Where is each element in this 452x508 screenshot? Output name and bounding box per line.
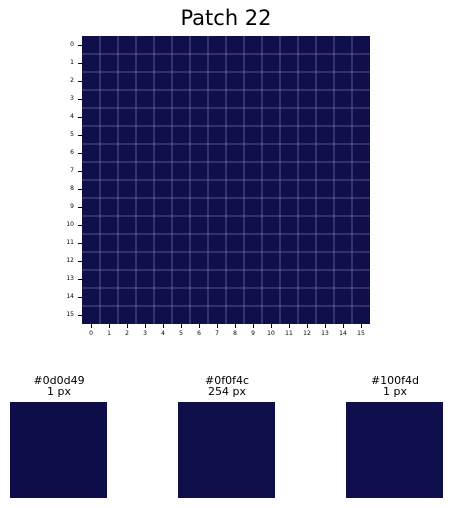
x-tick-label: 7 bbox=[215, 330, 219, 337]
y-tick-label: 3 bbox=[70, 95, 74, 102]
x-tick-mark bbox=[162, 324, 164, 328]
swatch-hex-label: #0f0f4c bbox=[204, 374, 249, 387]
y-tick-mark bbox=[78, 206, 82, 208]
swatch-group-1: #0d0d49 1 px bbox=[10, 375, 108, 498]
y-tick-label: 9 bbox=[70, 203, 74, 210]
x-tick-mark bbox=[198, 324, 200, 328]
x-tick-mark bbox=[180, 324, 182, 328]
y-tick-label: 0 bbox=[70, 41, 74, 48]
patch-heatmap bbox=[82, 36, 370, 324]
x-tick-mark bbox=[324, 324, 326, 328]
y-tick-mark bbox=[78, 62, 82, 64]
y-tick-label: 2 bbox=[70, 77, 74, 84]
x-tick-mark bbox=[252, 324, 254, 328]
y-tick-label: 1 bbox=[70, 59, 74, 66]
y-tick-label: 8 bbox=[70, 185, 74, 192]
y-tick-label: 6 bbox=[70, 149, 74, 156]
x-tick-mark bbox=[360, 324, 362, 328]
y-tick-label: 4 bbox=[70, 113, 74, 120]
x-tick-label: 8 bbox=[233, 330, 237, 337]
x-tick-label: 5 bbox=[179, 330, 183, 337]
x-tick-label: 1 bbox=[107, 330, 111, 337]
color-swatch bbox=[10, 402, 107, 498]
y-tick-mark bbox=[78, 80, 82, 82]
swatch-hex-label: #0d0d49 bbox=[33, 374, 85, 387]
y-tick-mark bbox=[78, 296, 82, 298]
x-tick-label: 10 bbox=[267, 330, 275, 337]
color-swatch bbox=[346, 402, 443, 498]
y-tick-mark bbox=[78, 314, 82, 316]
swatch-count-label: 254 px bbox=[208, 385, 246, 398]
x-tick-label: 14 bbox=[339, 330, 347, 337]
y-tick-mark bbox=[78, 224, 82, 226]
x-tick-mark bbox=[306, 324, 308, 328]
swatch-group-3: #100f4d 1 px bbox=[346, 375, 444, 498]
y-tick-mark bbox=[78, 44, 82, 46]
x-tick-mark bbox=[216, 324, 218, 328]
x-tick-label: 3 bbox=[143, 330, 147, 337]
y-tick-mark bbox=[78, 188, 82, 190]
x-tick-mark bbox=[270, 324, 272, 328]
x-tick-mark bbox=[288, 324, 290, 328]
y-tick-mark bbox=[78, 170, 82, 172]
y-tick-mark bbox=[78, 242, 82, 244]
color-swatch bbox=[178, 402, 275, 498]
y-tick-mark bbox=[78, 278, 82, 280]
y-tick-label: 15 bbox=[66, 311, 74, 318]
y-tick-label: 7 bbox=[70, 167, 74, 174]
x-tick-mark bbox=[126, 324, 128, 328]
swatch-group-2: #0f0f4c 254 px bbox=[178, 375, 276, 498]
x-tick-label: 11 bbox=[285, 330, 293, 337]
y-tick-mark bbox=[78, 152, 82, 154]
x-tick-label: 15 bbox=[357, 330, 365, 337]
x-tick-label: 12 bbox=[303, 330, 311, 337]
x-tick-mark bbox=[234, 324, 236, 328]
y-tick-label: 14 bbox=[66, 293, 74, 300]
y-tick-mark bbox=[78, 134, 82, 136]
y-tick-mark bbox=[78, 260, 82, 262]
x-tick-label: 4 bbox=[161, 330, 165, 337]
chart-title: Patch 22 bbox=[180, 6, 272, 30]
y-tick-mark bbox=[78, 116, 82, 118]
x-tick-label: 0 bbox=[89, 330, 93, 337]
x-tick-mark bbox=[108, 324, 110, 328]
x-tick-mark bbox=[144, 324, 146, 328]
x-tick-label: 9 bbox=[251, 330, 255, 337]
x-tick-label: 6 bbox=[197, 330, 201, 337]
swatch-hex-label: #100f4d bbox=[370, 374, 420, 387]
heatmap-grid bbox=[82, 36, 370, 324]
y-tick-label: 11 bbox=[66, 239, 74, 246]
y-tick-label: 10 bbox=[66, 221, 74, 228]
x-tick-mark bbox=[342, 324, 344, 328]
x-tick-label: 13 bbox=[321, 330, 329, 337]
swatch-count-label: 1 px bbox=[47, 385, 71, 398]
y-tick-label: 5 bbox=[70, 131, 74, 138]
y-tick-label: 13 bbox=[66, 275, 74, 282]
y-tick-mark bbox=[78, 98, 82, 100]
x-tick-label: 2 bbox=[125, 330, 129, 337]
y-tick-label: 12 bbox=[66, 257, 74, 264]
x-tick-mark bbox=[90, 324, 92, 328]
swatch-count-label: 1 px bbox=[383, 385, 407, 398]
